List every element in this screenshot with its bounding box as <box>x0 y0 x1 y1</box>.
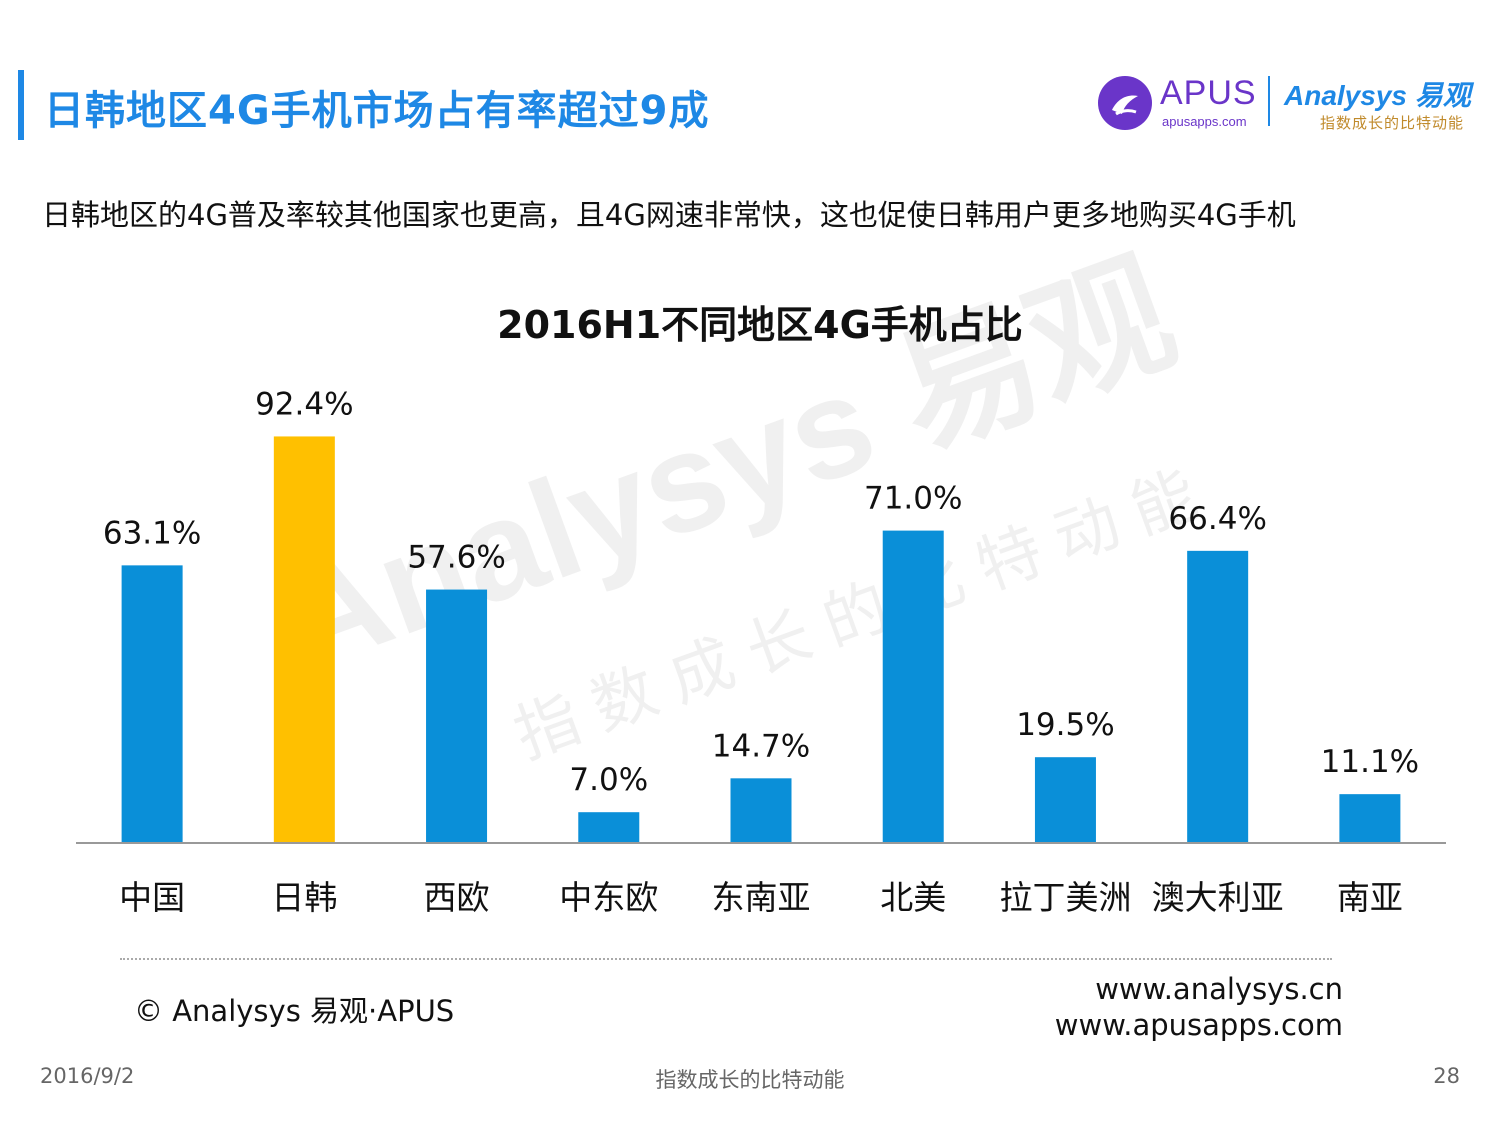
bar-6 <box>1034 757 1096 843</box>
page-title: 日韩地区4G手机市场占有率超过9成 <box>44 88 710 134</box>
category-label-6: 拉丁美洲 <box>999 878 1131 917</box>
category-label-5: 北美 <box>880 878 946 917</box>
apus-logo-text: APUS <box>1160 74 1257 112</box>
data-label-1: 92.4% <box>255 386 353 422</box>
bar-5 <box>882 530 944 843</box>
category-label-3: 中东欧 <box>559 878 658 917</box>
page-subtitle: 日韩地区的4G普及率较其他国家也更高，且4G网速非常快，这也促使日韩用户更多地购… <box>42 198 1296 232</box>
data-label-3: 7.0% <box>569 762 648 798</box>
logo-divider <box>1268 76 1270 126</box>
category-label-8: 南亚 <box>1337 878 1403 917</box>
bar-1 <box>273 436 335 843</box>
analysys-url: www.analysys.cn <box>1095 972 1343 1006</box>
bar-7 <box>1187 550 1249 843</box>
apus-url: www.apusapps.com <box>1054 1008 1343 1042</box>
category-label-2: 西欧 <box>424 878 490 917</box>
apus-logo-url: apusapps.com <box>1162 114 1247 129</box>
data-label-2: 57.6% <box>407 540 505 576</box>
category-label-7: 澳大利亚 <box>1152 878 1284 917</box>
apus-logo-icon <box>1098 76 1152 130</box>
footer-tagline: 指数成长的比特动能 <box>655 1068 845 1092</box>
data-label-8: 11.1% <box>1321 744 1419 780</box>
category-label-0: 中国 <box>119 878 185 917</box>
bar-3 <box>578 812 640 843</box>
brand-logos: APUS apusapps.com Analysys 易观 指数成长的比特动能 <box>1098 74 1478 134</box>
data-label-4: 14.7% <box>712 728 810 764</box>
bar-0 <box>121 565 183 843</box>
data-label-6: 19.5% <box>1016 707 1114 743</box>
copyright-text: © Analysys 易观·APUS <box>134 994 455 1028</box>
data-label-0: 63.1% <box>103 515 201 551</box>
bar-chart: 2016H1不同地区4G手机占比 63.1% 中国 92.4% 日韩 57.6% 西欧 7.… <box>76 303 1446 917</box>
category-label-4: 东南亚 <box>712 878 811 917</box>
category-label-1: 日韩 <box>271 878 337 917</box>
page-number: 28 <box>1433 1064 1460 1088</box>
bar-2 <box>426 589 488 843</box>
title-accent-bar <box>18 70 24 140</box>
data-label-5: 71.0% <box>864 481 962 517</box>
data-label-7: 66.4% <box>1168 501 1266 537</box>
footer-divider <box>120 958 1332 960</box>
slide-date: 2016/9/2 <box>40 1064 135 1088</box>
analysys-logo-tagline: 指数成长的比特动能 <box>1320 114 1465 132</box>
analysys-logo-text: Analysys 易观 <box>1284 80 1471 111</box>
chart-title: 2016H1不同地区4G手机占比 <box>497 303 1023 347</box>
bar-8 <box>1339 794 1401 843</box>
bar-4 <box>730 778 792 843</box>
